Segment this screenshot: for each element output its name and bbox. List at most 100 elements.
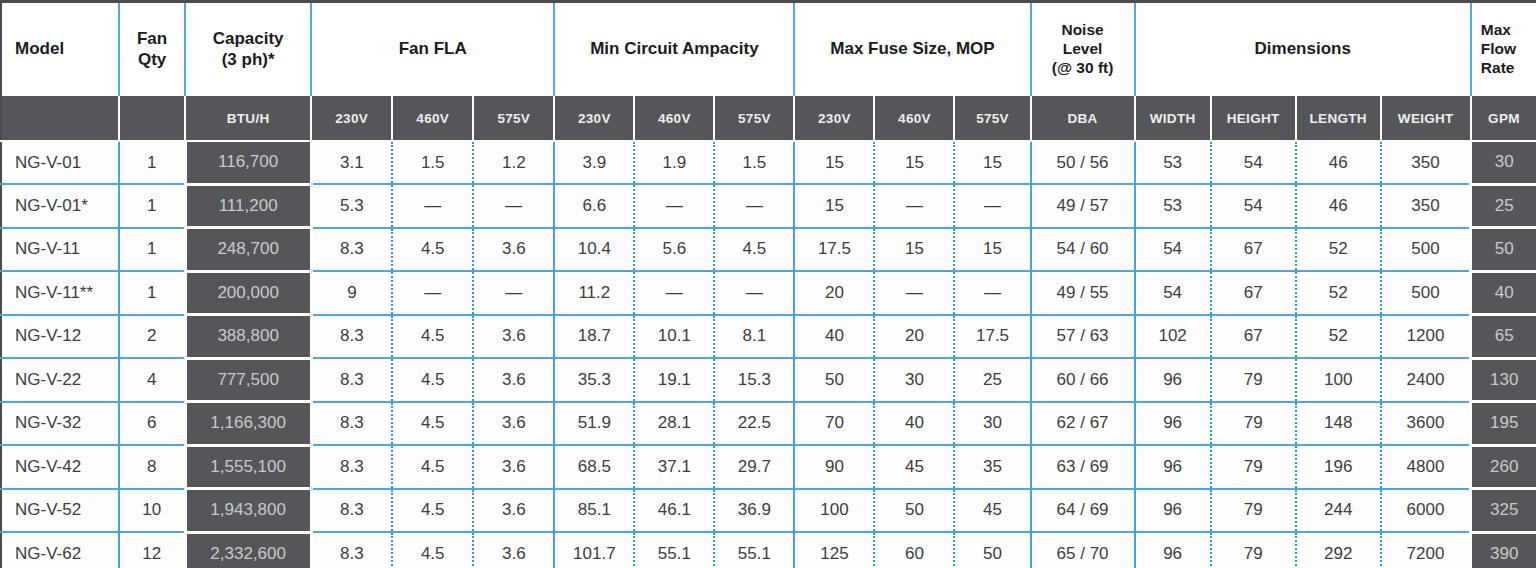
cell-mop-575v: — xyxy=(954,271,1030,315)
cell-gpm: 40 xyxy=(1471,271,1536,315)
subheader-width: WIDTH xyxy=(1135,96,1211,141)
cell-mop-460v: 20 xyxy=(874,315,954,359)
cell-capacity: 1,555,100 xyxy=(185,445,311,489)
col-header-capacity: Capacity (3 ph)* xyxy=(185,2,311,97)
cell-dim-length: 46 xyxy=(1296,184,1381,228)
cell-fla-575v: 3.6 xyxy=(473,532,554,568)
subheader-fan-qty xyxy=(119,96,185,141)
cell-fla-460v: — xyxy=(392,271,473,315)
cell-capacity: 777,500 xyxy=(185,358,311,402)
cell-noise-dba: 65 / 70 xyxy=(1031,532,1135,568)
cell-dim-height: 54 xyxy=(1211,184,1296,228)
cell-mop-575v: 17.5 xyxy=(954,315,1030,359)
cell-fla-460v: 4.5 xyxy=(392,532,473,568)
col-header-fan-qty: Fan Qty xyxy=(119,2,185,97)
cell-fan-qty: 6 xyxy=(119,402,185,446)
group-header-row: Model Fan Qty Capacity (3 ph)* Fan FLA M… xyxy=(1,2,1536,97)
cell-capacity: 248,700 xyxy=(185,228,311,272)
cell-dim-weight: 500 xyxy=(1381,228,1471,272)
cell-fla-230v: 3.1 xyxy=(311,141,392,184)
cell-dim-width: 96 xyxy=(1135,402,1211,446)
subheader-dba: DBA xyxy=(1031,96,1135,141)
col-header-noise-level: Noise Level (@ 30 ft) xyxy=(1031,2,1135,97)
cell-dim-length: 46 xyxy=(1296,141,1381,184)
cell-dim-weight: 7200 xyxy=(1381,532,1471,568)
cell-mca-575v: 8.1 xyxy=(714,315,794,359)
cell-mca-460v: 46.1 xyxy=(634,489,714,533)
cell-capacity: 116,700 xyxy=(185,141,311,184)
cell-mop-575v: 25 xyxy=(954,358,1030,402)
cell-mop-230v: 90 xyxy=(794,445,874,489)
cell-mop-460v: — xyxy=(874,271,954,315)
cell-mop-460v: 50 xyxy=(874,489,954,533)
cell-mop-460v: 45 xyxy=(874,445,954,489)
cell-mca-230v: 68.5 xyxy=(554,445,634,489)
cell-mop-230v: 15 xyxy=(794,141,874,184)
cell-mop-575v: 30 xyxy=(954,402,1030,446)
cell-mca-460v: — xyxy=(634,184,714,228)
cell-noise-dba: 49 / 55 xyxy=(1031,271,1135,315)
subheader-mop-575v: 575V xyxy=(954,96,1030,141)
cell-mop-460v: 30 xyxy=(874,358,954,402)
cell-mca-230v: 10.4 xyxy=(554,228,634,272)
subheader-gpm: GPM xyxy=(1471,96,1536,141)
cell-fla-575v: 3.6 xyxy=(473,489,554,533)
table-row: NG-V-011116,7003.11.51.23.91.91.51515155… xyxy=(1,141,1536,184)
cell-mca-460v: 1.9 xyxy=(634,141,714,184)
cell-fla-460v: 4.5 xyxy=(392,228,473,272)
cell-capacity: 200,000 xyxy=(185,271,311,315)
cell-fla-230v: 5.3 xyxy=(311,184,392,228)
cell-mca-575v: 22.5 xyxy=(714,402,794,446)
cell-fla-575v: 3.6 xyxy=(473,358,554,402)
cell-fla-575v: 3.6 xyxy=(473,402,554,446)
cell-dim-height: 67 xyxy=(1211,228,1296,272)
cell-dim-weight: 2400 xyxy=(1381,358,1471,402)
cell-fan-qty: 1 xyxy=(119,228,185,272)
cell-dim-width: 96 xyxy=(1135,532,1211,568)
cell-fan-qty: 8 xyxy=(119,445,185,489)
cell-fla-230v: 9 xyxy=(311,271,392,315)
subheader-model xyxy=(1,96,119,141)
cell-dim-length: 52 xyxy=(1296,228,1381,272)
cell-capacity: 111,200 xyxy=(185,184,311,228)
cell-dim-height: 67 xyxy=(1211,315,1296,359)
cell-fan-qty: 4 xyxy=(119,358,185,402)
table-row: NG-V-52101,943,8008.34.53.685.146.136.91… xyxy=(1,489,1536,533)
cell-mop-460v: 40 xyxy=(874,402,954,446)
subheader-mop-460v: 460V xyxy=(874,96,954,141)
cell-mca-230v: 35.3 xyxy=(554,358,634,402)
cell-gpm: 325 xyxy=(1471,489,1536,533)
cell-model: NG-V-01 xyxy=(1,141,119,184)
cell-mop-575v: 35 xyxy=(954,445,1030,489)
cell-model: NG-V-42 xyxy=(1,445,119,489)
cell-noise-dba: 64 / 69 xyxy=(1031,489,1135,533)
cell-mop-460v: 60 xyxy=(874,532,954,568)
cell-fan-qty: 12 xyxy=(119,532,185,568)
cell-dim-length: 148 xyxy=(1296,402,1381,446)
cell-mca-575v: 55.1 xyxy=(714,532,794,568)
cell-dim-width: 102 xyxy=(1135,315,1211,359)
cell-mca-230v: 85.1 xyxy=(554,489,634,533)
cell-mop-460v: 15 xyxy=(874,141,954,184)
spec-table: Model Fan Qty Capacity (3 ph)* Fan FLA M… xyxy=(0,0,1536,568)
cell-fla-460v: 4.5 xyxy=(392,358,473,402)
cell-dim-length: 292 xyxy=(1296,532,1381,568)
cell-fla-230v: 8.3 xyxy=(311,489,392,533)
cell-mca-575v: 1.5 xyxy=(714,141,794,184)
cell-mop-230v: 125 xyxy=(794,532,874,568)
cell-dim-width: 53 xyxy=(1135,184,1211,228)
cell-dim-width: 96 xyxy=(1135,489,1211,533)
cell-mop-230v: 40 xyxy=(794,315,874,359)
cell-fan-qty: 2 xyxy=(119,315,185,359)
cell-dim-width: 54 xyxy=(1135,228,1211,272)
cell-fan-qty: 1 xyxy=(119,141,185,184)
cell-dim-weight: 3600 xyxy=(1381,402,1471,446)
cell-dim-length: 244 xyxy=(1296,489,1381,533)
table-row: NG-V-122388,8008.34.53.618.710.18.140201… xyxy=(1,315,1536,359)
cell-model: NG-V-62 xyxy=(1,532,119,568)
table-row: NG-V-3261,166,3008.34.53.651.928.122.570… xyxy=(1,402,1536,446)
cell-dim-height: 54 xyxy=(1211,141,1296,184)
cell-mop-230v: 50 xyxy=(794,358,874,402)
cell-model: NG-V-22 xyxy=(1,358,119,402)
cell-mca-460v: 19.1 xyxy=(634,358,714,402)
